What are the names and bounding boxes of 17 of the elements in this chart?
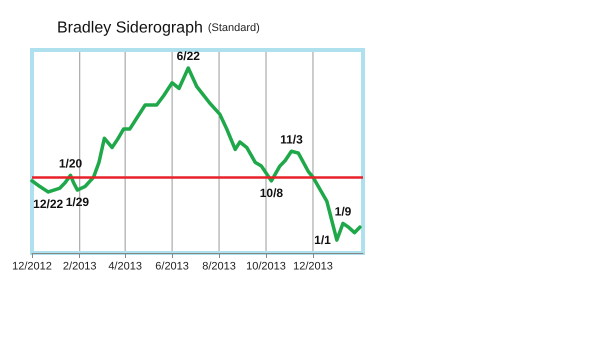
- x-tick-label: 12/2012: [12, 260, 52, 272]
- annotation: 6/22: [176, 49, 200, 63]
- x-tick-label: 10/2013: [246, 260, 286, 272]
- annotation: 10/8: [260, 186, 284, 200]
- annotation: 1/9: [334, 204, 352, 218]
- chart-title: Bradley Siderograph: [57, 20, 203, 36]
- annotation: 1/20: [58, 156, 82, 170]
- x-tick-label: 12/2013: [293, 260, 333, 272]
- annotation: 12/22: [33, 196, 64, 211]
- chart-subtitle: (Standard): [208, 22, 260, 34]
- annotation: 1/29: [66, 195, 90, 210]
- annotation: 11/3: [280, 132, 304, 146]
- x-tick-label: 8/2013: [202, 260, 236, 272]
- annotation: 1/1: [314, 233, 332, 248]
- x-tick-label: 2/2013: [62, 260, 97, 272]
- x-tick-label: 6/2013: [155, 260, 189, 272]
- x-tick-label: 4/2013: [108, 260, 142, 272]
